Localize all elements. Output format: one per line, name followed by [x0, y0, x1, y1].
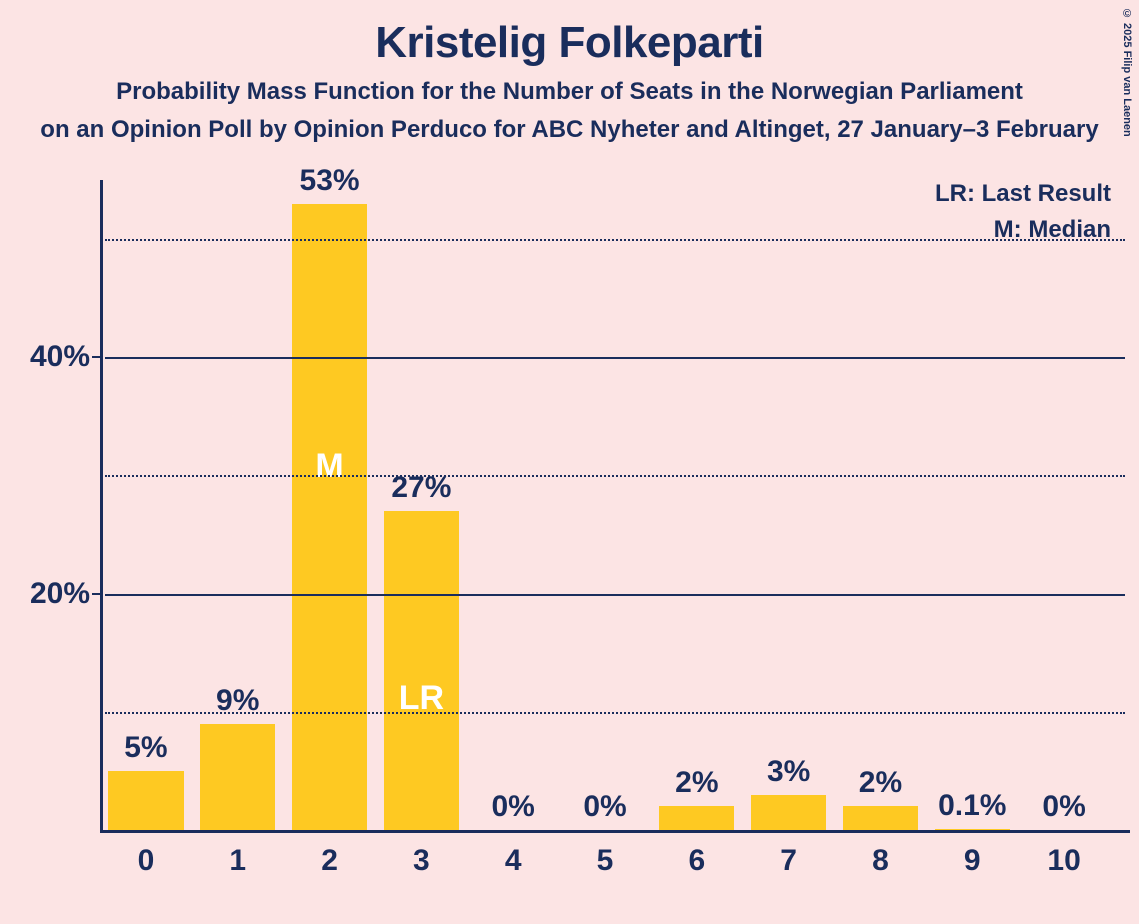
bar-annotation: M [315, 447, 343, 486]
bar [935, 829, 1010, 830]
bar-value-label: 0% [583, 790, 626, 824]
plot-region: 5%09%153%2M27%3LR0%40%52%63%72%80.1%90%1… [100, 180, 1110, 830]
chart-subtitle-2: on an Opinion Poll by Opinion Perduco fo… [0, 116, 1139, 144]
x-tick-label: 6 [688, 844, 705, 878]
x-tick-label: 5 [597, 844, 614, 878]
x-tick-label: 1 [229, 844, 246, 878]
x-tick-label: 3 [413, 844, 430, 878]
x-tick-label: 2 [321, 844, 338, 878]
y-tick-mark [92, 593, 100, 595]
gridline-minor [105, 239, 1125, 241]
bar-value-label: 5% [124, 731, 167, 765]
gridline-minor [105, 475, 1125, 477]
chart-title: Kristelig Folkeparti [0, 0, 1139, 68]
gridline-major [105, 357, 1125, 359]
bar [751, 795, 826, 830]
gridline-minor [105, 712, 1125, 714]
x-tick-label: 8 [872, 844, 889, 878]
credit-text: © 2025 Filip van Laenen [1121, 8, 1133, 137]
bar [843, 806, 918, 830]
x-tick-label: 7 [780, 844, 797, 878]
bar-value-label: 0% [1042, 790, 1085, 824]
y-tick-label: 40% [30, 340, 90, 374]
chart-subtitle-1: Probability Mass Function for the Number… [0, 78, 1139, 106]
bar [292, 204, 367, 830]
bar [659, 806, 734, 830]
bar-value-label: 3% [767, 755, 810, 789]
chart-area: 5%09%153%2M27%3LR0%40%52%63%72%80.1%90%1… [80, 180, 1110, 830]
bar-value-label: 2% [859, 766, 902, 800]
x-tick-label: 9 [964, 844, 981, 878]
bar [108, 771, 183, 830]
bar [384, 511, 459, 830]
bar-value-label: 0.1% [938, 789, 1006, 823]
bar-value-label: 0% [491, 790, 534, 824]
bar [200, 724, 275, 830]
y-tick-label: 20% [30, 577, 90, 611]
bar-value-label: 53% [300, 164, 360, 198]
x-axis [100, 830, 1130, 833]
x-tick-label: 10 [1047, 844, 1080, 878]
x-tick-label: 4 [505, 844, 522, 878]
x-tick-label: 0 [138, 844, 155, 878]
bar-value-label: 2% [675, 766, 718, 800]
y-tick-mark [92, 356, 100, 358]
gridline-major [105, 594, 1125, 596]
